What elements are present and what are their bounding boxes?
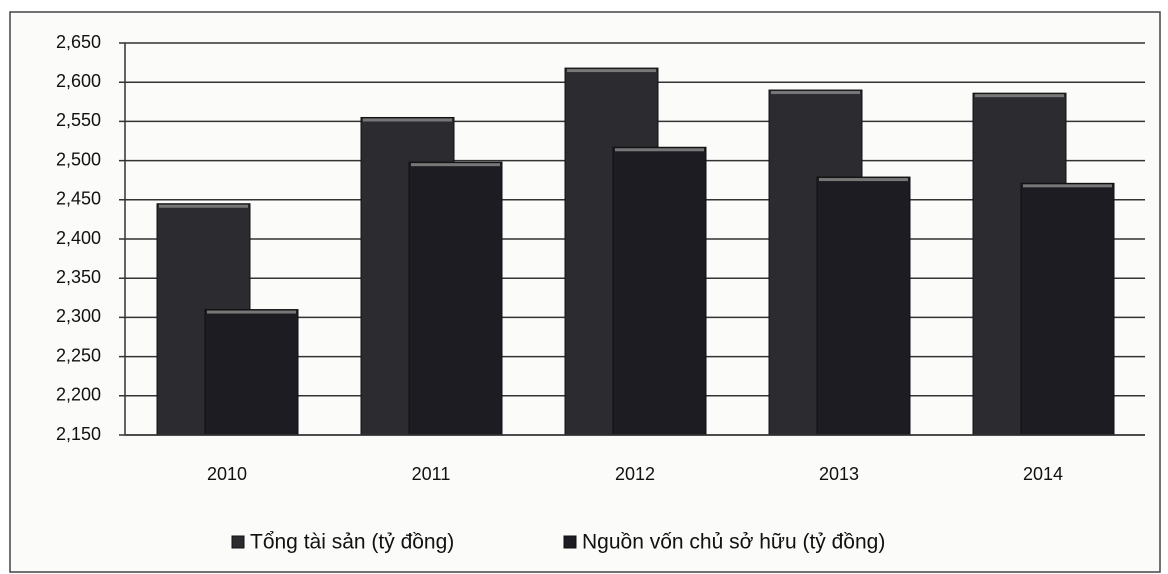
y-tick-label: 2,600 — [56, 71, 101, 91]
bar — [1020, 182, 1115, 436]
y-tick-label: 2,150 — [56, 424, 101, 444]
y-tick-label: 2,300 — [56, 306, 101, 326]
x-tick-label: 2012 — [615, 464, 655, 484]
x-tick-label: 2010 — [207, 464, 247, 484]
y-tick-label: 2,250 — [56, 345, 101, 365]
x-tick-label: 2011 — [412, 464, 451, 484]
bar-highlight — [363, 118, 452, 122]
bar — [408, 161, 503, 436]
y-tick-label: 2,550 — [56, 110, 101, 130]
y-tick-label: 2,400 — [56, 228, 101, 248]
y-tick-label: 2,450 — [56, 189, 101, 209]
bar-highlight — [411, 163, 500, 167]
legend-swatch — [231, 535, 245, 549]
y-tick-label: 2,500 — [56, 149, 101, 169]
bar-highlight — [615, 148, 704, 152]
bar — [612, 146, 707, 436]
bar-highlight — [975, 94, 1064, 98]
y-tick-label: 2,200 — [56, 385, 101, 405]
bar-highlight — [159, 204, 248, 208]
bar — [204, 309, 299, 436]
legend-label: Nguồn vốn chủ sở hữu (tỷ đồng) — [582, 531, 885, 554]
legend-label: Tổng tài sản (tỷ đồng) — [250, 531, 454, 554]
y-tick-label: 2,350 — [56, 267, 101, 287]
bar-highlight — [567, 69, 656, 73]
bar-highlight — [1023, 184, 1112, 188]
legend-swatch — [563, 535, 577, 549]
x-tick-label: 2014 — [1023, 464, 1063, 484]
x-tick-label: 2013 — [819, 464, 859, 484]
y-tick-label: 2,650 — [56, 32, 101, 52]
bar-highlight — [771, 91, 860, 95]
bar — [816, 176, 911, 436]
bar-highlight — [207, 310, 296, 314]
bar-highlight — [819, 178, 908, 182]
